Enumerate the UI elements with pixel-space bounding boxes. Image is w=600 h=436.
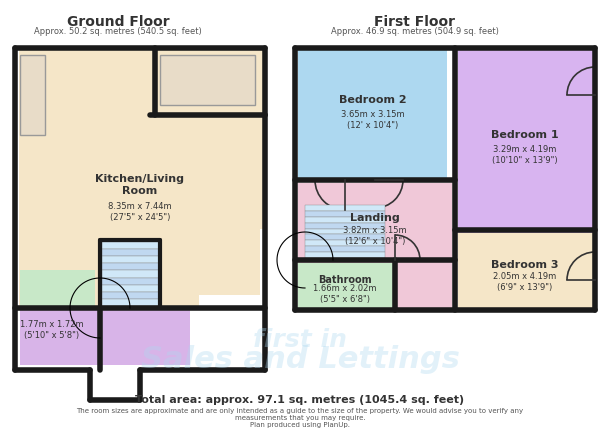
Bar (458, 233, 595, 310)
Bar (305, 217, 385, 223)
Bar (20, 310, 190, 365)
Bar (102, 249, 159, 256)
Bar (102, 270, 159, 278)
Bar (20, 55, 260, 295)
Bar (160, 55, 255, 105)
Bar (102, 299, 159, 306)
Bar (298, 183, 452, 310)
Text: 3.65m x 3.15m
(12' x 10'4"): 3.65m x 3.15m (12' x 10'4") (341, 110, 405, 129)
Bar (20, 270, 95, 335)
Text: first in: first in (253, 328, 347, 352)
Bar (155, 55, 260, 115)
Text: 3.29m x 4.19m
(10'10" x 13'9"): 3.29m x 4.19m (10'10" x 13'9") (492, 145, 558, 165)
Bar (305, 211, 385, 217)
Text: 8.35m x 7.44m
(27'5" x 24'5"): 8.35m x 7.44m (27'5" x 24'5") (108, 202, 172, 221)
Text: Bedroom 1: Bedroom 1 (491, 130, 559, 140)
Bar (102, 285, 159, 292)
Text: First Floor: First Floor (374, 15, 455, 29)
Text: Bedroom 2: Bedroom 2 (339, 95, 407, 105)
Bar (19, 229, 199, 310)
Bar (305, 223, 385, 228)
Text: Approx. 46.9 sq. metres (504.9 sq. feet): Approx. 46.9 sq. metres (504.9 sq. feet) (331, 27, 499, 37)
Bar (305, 246, 385, 252)
Text: 2.05m x 4.19m
(6'9" x 13'9"): 2.05m x 4.19m (6'9" x 13'9") (493, 272, 557, 292)
Text: Bathroom: Bathroom (318, 275, 372, 285)
Text: Kitchen/Living
Room: Kitchen/Living Room (95, 174, 185, 196)
Text: The room sizes are approximate and are only intended as a guide to the size of t: The room sizes are approximate and are o… (76, 408, 524, 428)
Bar (305, 235, 385, 240)
Text: Landing: Landing (350, 213, 400, 223)
Text: Total area: approx. 97.1 sq. metres (1045.4 sq. feet): Total area: approx. 97.1 sq. metres (104… (136, 395, 464, 405)
Bar (102, 292, 159, 299)
Text: Sales and Lettings: Sales and Lettings (140, 345, 460, 375)
Bar (102, 242, 159, 249)
Bar (305, 252, 385, 258)
Text: Approx. 50.2 sq. metres (540.5 sq. feet): Approx. 50.2 sq. metres (540.5 sq. feet) (34, 27, 202, 37)
Bar (305, 240, 385, 246)
Bar (305, 205, 385, 211)
Bar (95, 270, 130, 335)
Bar (102, 263, 159, 270)
Bar (20, 55, 45, 135)
Bar (298, 263, 395, 310)
Text: 1.66m x 2.02m
(5'5" x 6'8"): 1.66m x 2.02m (5'5" x 6'8") (313, 284, 377, 304)
Bar (305, 228, 385, 235)
Bar (102, 278, 159, 285)
Text: 3.82m x 3.15m
(12'6" x 10'4"): 3.82m x 3.15m (12'6" x 10'4") (343, 226, 407, 246)
Text: Bedroom 3: Bedroom 3 (491, 260, 559, 270)
Bar (298, 48, 447, 180)
Text: 1.77m x 1.72m
(5'10" x 5'8"): 1.77m x 1.72m (5'10" x 5'8") (20, 320, 84, 340)
Bar (102, 256, 159, 263)
Bar (458, 48, 595, 310)
Text: Ground Floor: Ground Floor (67, 15, 169, 29)
Bar (19, 49, 267, 229)
